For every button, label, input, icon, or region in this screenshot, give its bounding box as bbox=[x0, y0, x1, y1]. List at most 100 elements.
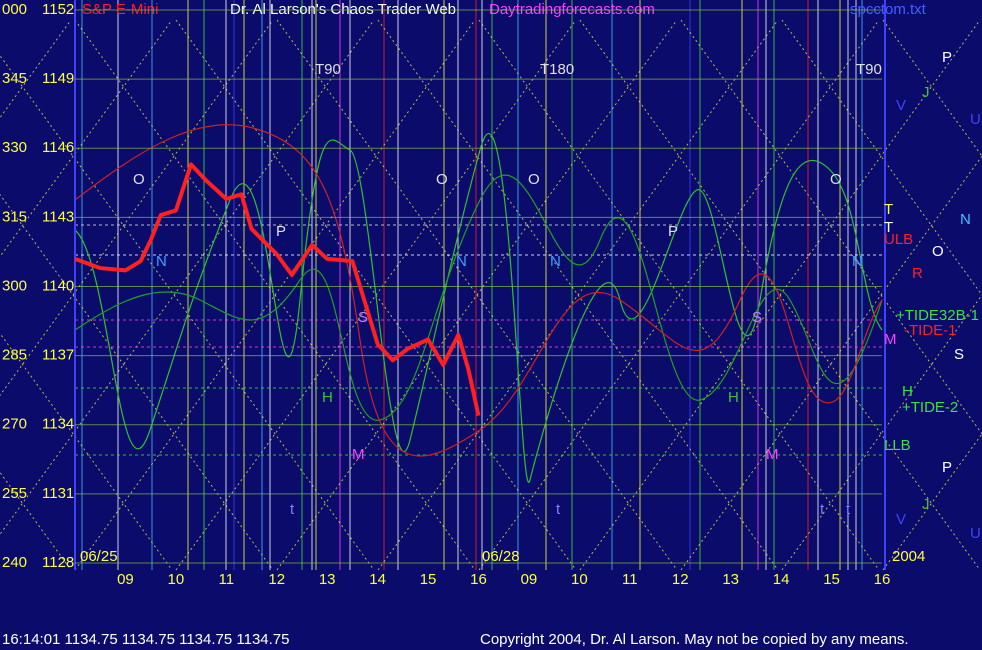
side-label: -TIDE-1 bbox=[904, 322, 957, 339]
annotation: N bbox=[550, 253, 561, 270]
cycle-curve bbox=[74, 133, 883, 483]
annotation: O bbox=[133, 171, 145, 188]
annotation: O bbox=[528, 171, 540, 188]
annotation: t bbox=[846, 501, 851, 518]
annotation: S bbox=[752, 309, 762, 326]
cycle-curve bbox=[74, 124, 883, 457]
annotation: H bbox=[728, 389, 739, 406]
y-tick-label: 1152 bbox=[42, 1, 74, 18]
diagonal-line bbox=[478, 19, 880, 571]
market-label: S&P E-Mini bbox=[82, 1, 158, 18]
annotation: S bbox=[358, 309, 368, 326]
angle-label: 270 bbox=[2, 416, 27, 433]
side-label: +TIDE32B-1 bbox=[896, 307, 979, 324]
annotation: t bbox=[556, 501, 561, 518]
y-tick-label: 1143 bbox=[42, 208, 74, 225]
x-tick-label: 12 bbox=[672, 571, 689, 588]
x-tick-label: 11 bbox=[219, 571, 235, 588]
side-label: P bbox=[942, 459, 952, 476]
copyright: Copyright 2004, Dr. Al Larson. May not b… bbox=[480, 631, 909, 648]
side-label: J bbox=[922, 496, 930, 513]
diagonal-line bbox=[680, 19, 982, 435]
y-tick-label: 1149 bbox=[42, 70, 74, 87]
annotation: O bbox=[436, 171, 448, 188]
angle-label: 000 bbox=[2, 1, 27, 18]
side-label: U bbox=[970, 525, 981, 542]
price-line bbox=[74, 162, 481, 416]
angle-label: 300 bbox=[2, 277, 27, 294]
side-label: H bbox=[902, 383, 913, 400]
side-label: T bbox=[884, 219, 893, 236]
x-tick-label: 13 bbox=[722, 571, 739, 588]
side-label: R bbox=[912, 265, 923, 282]
site-label: Daytradingforecasts.com bbox=[489, 1, 655, 18]
diagonal-line bbox=[0, 332, 173, 571]
side-label: U bbox=[970, 111, 981, 128]
y-tick-label: 1137 bbox=[42, 347, 74, 364]
side-label: ULB bbox=[884, 231, 913, 248]
diagonal-line bbox=[276, 19, 678, 571]
angle-label: 240 bbox=[2, 554, 27, 571]
annotation: N bbox=[156, 253, 167, 270]
diagonal-line bbox=[0, 54, 375, 571]
x-tick-label: 15 bbox=[823, 571, 840, 588]
diagonal-line bbox=[0, 193, 274, 571]
angle-label: 285 bbox=[2, 347, 27, 364]
annotation: t bbox=[290, 501, 295, 518]
annotation: T180 bbox=[540, 61, 574, 78]
y-tick-label: 1140 bbox=[42, 277, 74, 294]
angle-label: 330 bbox=[2, 139, 27, 156]
x-tick-label: 10 bbox=[168, 571, 185, 588]
angle-label: 345 bbox=[2, 70, 27, 87]
annotation: P bbox=[668, 223, 678, 240]
x-tick-label: 10 bbox=[571, 571, 588, 588]
x-tick-label: 15 bbox=[420, 571, 437, 588]
side-label: T bbox=[884, 201, 893, 218]
annotation: M bbox=[766, 446, 779, 463]
y-tick-label: 1146 bbox=[42, 139, 74, 156]
x-tick-label: 09 bbox=[117, 571, 134, 588]
y-tick-label: 1131 bbox=[42, 485, 74, 502]
side-label: S bbox=[954, 346, 964, 363]
diagonal-line bbox=[0, 19, 173, 258]
date-label: 06/25 bbox=[80, 548, 118, 565]
annotation: P bbox=[276, 223, 286, 240]
annotation: O bbox=[830, 171, 842, 188]
side-label: V bbox=[896, 97, 906, 114]
diagonal-line bbox=[579, 19, 981, 571]
diagonal-line bbox=[0, 471, 72, 571]
year-label: 2004 bbox=[892, 548, 925, 565]
x-tick-label: 09 bbox=[521, 571, 538, 588]
annotation: N bbox=[456, 253, 467, 270]
annotation: T90 bbox=[315, 61, 341, 78]
x-tick-label: 11 bbox=[622, 571, 638, 588]
file-label: spcctom.txt bbox=[850, 1, 927, 18]
date-label: 06/28 bbox=[482, 548, 520, 565]
y-tick-label: 1134 bbox=[42, 416, 74, 433]
y-tick-label: 1128 bbox=[42, 554, 74, 571]
side-label: M bbox=[884, 331, 897, 348]
side-label: O bbox=[932, 243, 944, 260]
diagonal-line bbox=[377, 19, 779, 571]
x-tick-label: 16 bbox=[874, 571, 891, 588]
x-tick-label: 13 bbox=[319, 571, 336, 588]
quote-line: 16:14:01 1134.75 1134.75 1134.75 1134.75 bbox=[2, 631, 290, 648]
side-label: N bbox=[960, 211, 971, 228]
x-tick-label: 12 bbox=[268, 571, 285, 588]
side-label: V bbox=[896, 511, 906, 528]
annotation: H bbox=[322, 389, 333, 406]
side-label: +TIDE-2 bbox=[902, 399, 958, 416]
x-tick-label: 14 bbox=[773, 571, 790, 588]
x-tick-label: 16 bbox=[470, 571, 487, 588]
side-label: J bbox=[922, 84, 930, 101]
decoration bbox=[0, 0, 982, 571]
diagonal-line bbox=[74, 19, 476, 571]
angle-label: 255 bbox=[2, 485, 27, 502]
annotation: T90 bbox=[856, 61, 882, 78]
diagonal-line bbox=[0, 19, 72, 119]
annotation: t bbox=[820, 501, 825, 518]
annotation: N bbox=[852, 253, 863, 270]
side-label: P bbox=[942, 49, 952, 66]
cycle-curve bbox=[74, 174, 883, 421]
